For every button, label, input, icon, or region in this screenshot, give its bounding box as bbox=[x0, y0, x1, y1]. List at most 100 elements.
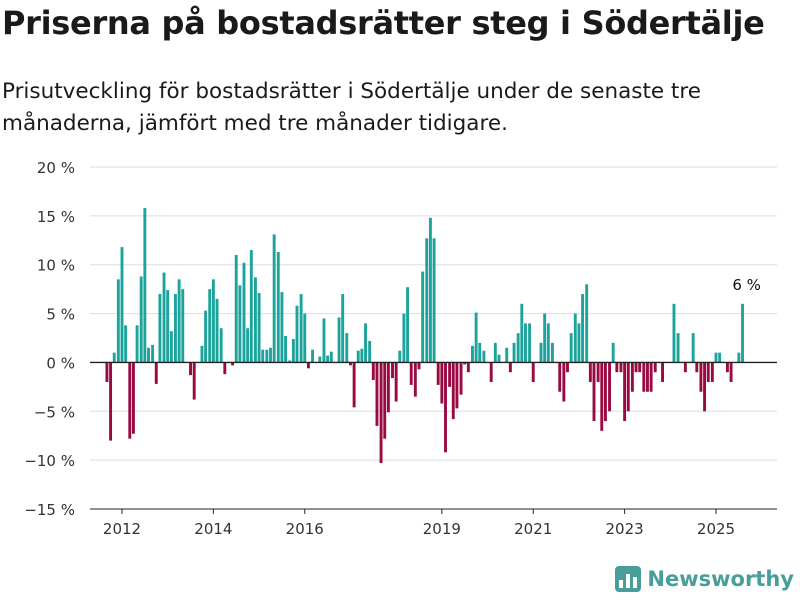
bar bbox=[223, 362, 227, 375]
bar bbox=[520, 303, 524, 363]
bar bbox=[725, 362, 729, 373]
bar bbox=[566, 362, 569, 373]
y-tick-label: −15 % bbox=[24, 501, 75, 519]
bar bbox=[451, 362, 455, 420]
bar bbox=[672, 303, 676, 363]
brand-name: Newsworthy bbox=[647, 567, 794, 591]
bar bbox=[147, 347, 150, 363]
x-tick-label: 2019 bbox=[423, 520, 461, 538]
bar bbox=[425, 238, 429, 363]
bar bbox=[459, 362, 463, 395]
bar bbox=[741, 303, 744, 363]
bar bbox=[577, 323, 581, 363]
bar bbox=[158, 294, 162, 363]
bar bbox=[398, 350, 402, 363]
bar bbox=[253, 277, 257, 363]
bar bbox=[611, 342, 615, 363]
bar bbox=[139, 276, 143, 363]
bar bbox=[634, 362, 638, 373]
x-tick-label: 2025 bbox=[697, 520, 735, 538]
bar bbox=[189, 362, 192, 376]
bar bbox=[714, 352, 718, 363]
bar bbox=[448, 362, 452, 387]
bar bbox=[497, 354, 501, 363]
bar bbox=[116, 279, 120, 363]
bar bbox=[341, 294, 345, 363]
bar bbox=[242, 262, 246, 363]
bar bbox=[471, 345, 474, 363]
y-tick-label: 0 % bbox=[46, 354, 75, 372]
bar bbox=[326, 355, 330, 363]
bar bbox=[246, 328, 250, 363]
bar bbox=[280, 292, 284, 363]
bar bbox=[646, 362, 649, 392]
bar bbox=[174, 294, 177, 363]
bar bbox=[691, 333, 695, 363]
bar bbox=[391, 362, 394, 379]
bar bbox=[737, 352, 741, 363]
bar bbox=[337, 317, 341, 363]
bar bbox=[444, 362, 447, 453]
bar bbox=[608, 362, 611, 412]
bar bbox=[718, 352, 722, 363]
bar bbox=[204, 310, 208, 363]
bar bbox=[428, 217, 432, 363]
bar bbox=[623, 362, 627, 422]
bar bbox=[311, 349, 314, 363]
x-tick-label: 2021 bbox=[514, 520, 552, 538]
y-tick-label: −10 % bbox=[24, 452, 75, 470]
bar bbox=[436, 362, 440, 385]
bar bbox=[181, 289, 185, 363]
bar bbox=[169, 331, 173, 363]
bar bbox=[166, 290, 170, 363]
bar bbox=[272, 234, 276, 363]
bar bbox=[383, 362, 387, 439]
bar bbox=[703, 362, 707, 412]
bar bbox=[440, 362, 444, 404]
bar bbox=[474, 312, 478, 363]
bar bbox=[288, 360, 292, 363]
bar bbox=[329, 351, 333, 363]
bar bbox=[154, 362, 158, 384]
y-tick-label: 20 % bbox=[37, 159, 75, 177]
bar bbox=[352, 362, 356, 408]
bar bbox=[638, 362, 642, 373]
bar bbox=[699, 362, 703, 392]
x-tick-label: 2016 bbox=[286, 520, 324, 538]
bar bbox=[349, 362, 352, 366]
bar bbox=[360, 348, 364, 363]
bar bbox=[569, 333, 573, 363]
bar bbox=[505, 347, 509, 363]
bar bbox=[322, 318, 326, 363]
bar bbox=[200, 345, 204, 363]
bar bbox=[249, 250, 253, 363]
bar bbox=[131, 362, 135, 434]
bar bbox=[581, 294, 585, 363]
bar bbox=[406, 287, 410, 363]
bar bbox=[455, 362, 459, 409]
value-annotation: 6 % bbox=[732, 276, 761, 294]
bar bbox=[143, 208, 147, 363]
bar bbox=[128, 362, 132, 439]
bar bbox=[592, 362, 596, 422]
y-tick-label: 10 % bbox=[37, 257, 75, 275]
bar bbox=[105, 362, 109, 382]
y-tick-label: 5 % bbox=[46, 306, 75, 324]
bar bbox=[364, 323, 367, 363]
bar bbox=[356, 350, 360, 363]
bar bbox=[295, 305, 299, 363]
bar bbox=[615, 362, 619, 373]
bar bbox=[276, 252, 280, 363]
bar bbox=[558, 362, 562, 392]
bar bbox=[291, 338, 295, 363]
bar bbox=[265, 349, 269, 363]
bar bbox=[482, 350, 486, 363]
bar bbox=[630, 362, 634, 392]
bar bbox=[299, 294, 303, 363]
bar bbox=[432, 238, 436, 363]
bar bbox=[215, 298, 219, 363]
bar bbox=[493, 342, 497, 363]
bar bbox=[603, 362, 607, 422]
bar bbox=[562, 362, 566, 402]
